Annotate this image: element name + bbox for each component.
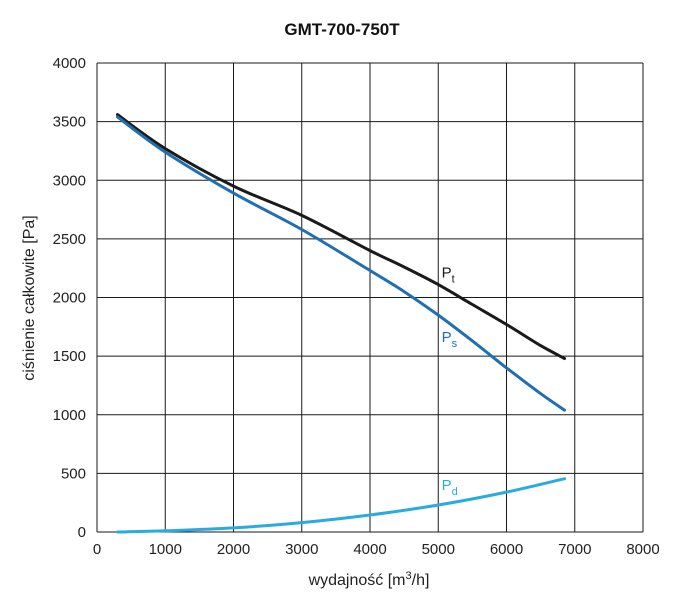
x-tick-label: 4000	[353, 541, 386, 558]
grid	[96, 62, 644, 533]
y-tick-label: 1000	[53, 407, 86, 424]
series-label-pd: Pd	[442, 477, 458, 498]
x-tick-label: 7000	[558, 541, 591, 558]
x-tick-label: 2000	[217, 541, 250, 558]
x-axis-label-end: /h]	[412, 572, 430, 589]
x-axis-label-sup: 3	[406, 570, 412, 582]
series-label-subscript: d	[452, 486, 458, 498]
x-tick-label: 8000	[626, 541, 659, 558]
series-line-pd	[116, 477, 566, 534]
series-label-main: P	[442, 329, 452, 346]
y-tick-label: 0	[78, 524, 86, 541]
chart-title: GMT-700-750T	[284, 20, 400, 39]
series-lines	[116, 113, 566, 534]
y-tick-label: 3500	[53, 114, 86, 131]
y-axis-label: ciśnienie całkowite [Pa]	[21, 215, 38, 380]
series-label-main: P	[442, 477, 452, 494]
series-label-subscript: s	[452, 338, 458, 350]
y-tick-label: 1500	[53, 348, 86, 365]
series-label-ps: Ps	[442, 329, 458, 350]
series-label-pt: Pt	[442, 265, 455, 286]
series-label-main: P	[442, 265, 452, 282]
series-line-pt	[116, 113, 566, 360]
x-axis-label: wydajność [m3/h]	[308, 570, 430, 589]
series-line-ps	[116, 115, 566, 412]
y-tick-label: 2500	[53, 231, 86, 248]
x-tick-label: 0	[93, 541, 101, 558]
x-tick-label: 5000	[422, 541, 455, 558]
y-tick-label: 2000	[53, 290, 86, 307]
y-tick-label: 500	[61, 465, 86, 482]
x-tick-label: 1000	[149, 541, 182, 558]
x-axis-label-main: wydajność [m	[308, 572, 406, 589]
x-tick-label: 6000	[490, 541, 523, 558]
y-tick-label: 4000	[53, 55, 86, 72]
tick-labels: 0 1000 2000 3000 4000 5000 6000 7000 8000 0 500 100…	[53, 55, 660, 558]
x-tick-label: 3000	[285, 541, 318, 558]
y-tick-label: 3000	[53, 172, 86, 189]
series-label-subscript: t	[452, 274, 455, 286]
